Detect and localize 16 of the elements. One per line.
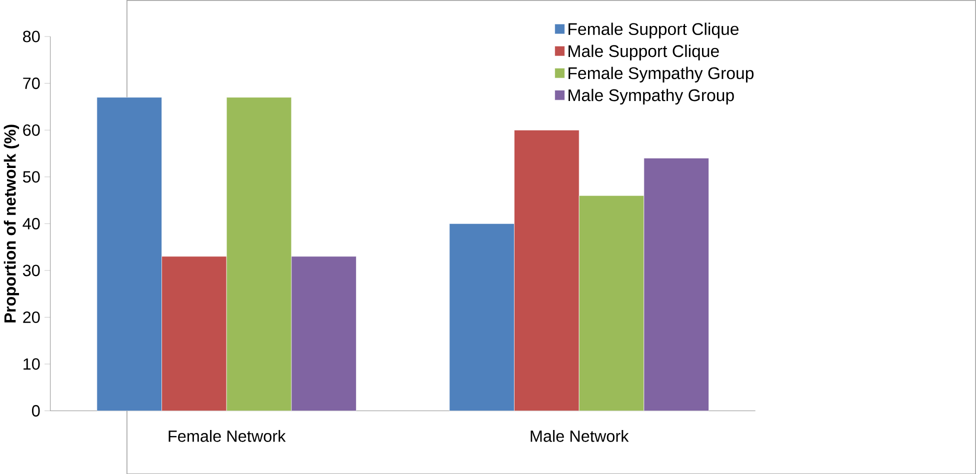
y-tick-label: 80	[23, 30, 40, 42]
y-tick-label: 50	[22, 170, 40, 182]
legend-label: Female Support Clique	[568, 22, 739, 38]
y-tick-label: 40	[22, 218, 40, 230]
y-tick-label: 70	[23, 77, 40, 89]
y-tick-label: 10	[24, 358, 40, 370]
y-tick-label: 30	[22, 264, 40, 276]
x-tick-label: Male Network	[530, 430, 629, 442]
x-tick-label: Female Network	[168, 430, 286, 442]
y-tick-label: 60	[23, 124, 40, 136]
legend-label: Female Sympathy Group	[568, 66, 754, 82]
y-tick-label: 20	[23, 311, 40, 323]
y-tick-label: 0	[32, 404, 40, 416]
legend-label: Male Support Clique	[568, 44, 719, 60]
legend-label: Male Sympathy Group	[568, 88, 734, 104]
y-axis-title: Proportion of network (%)	[4, 124, 20, 322]
